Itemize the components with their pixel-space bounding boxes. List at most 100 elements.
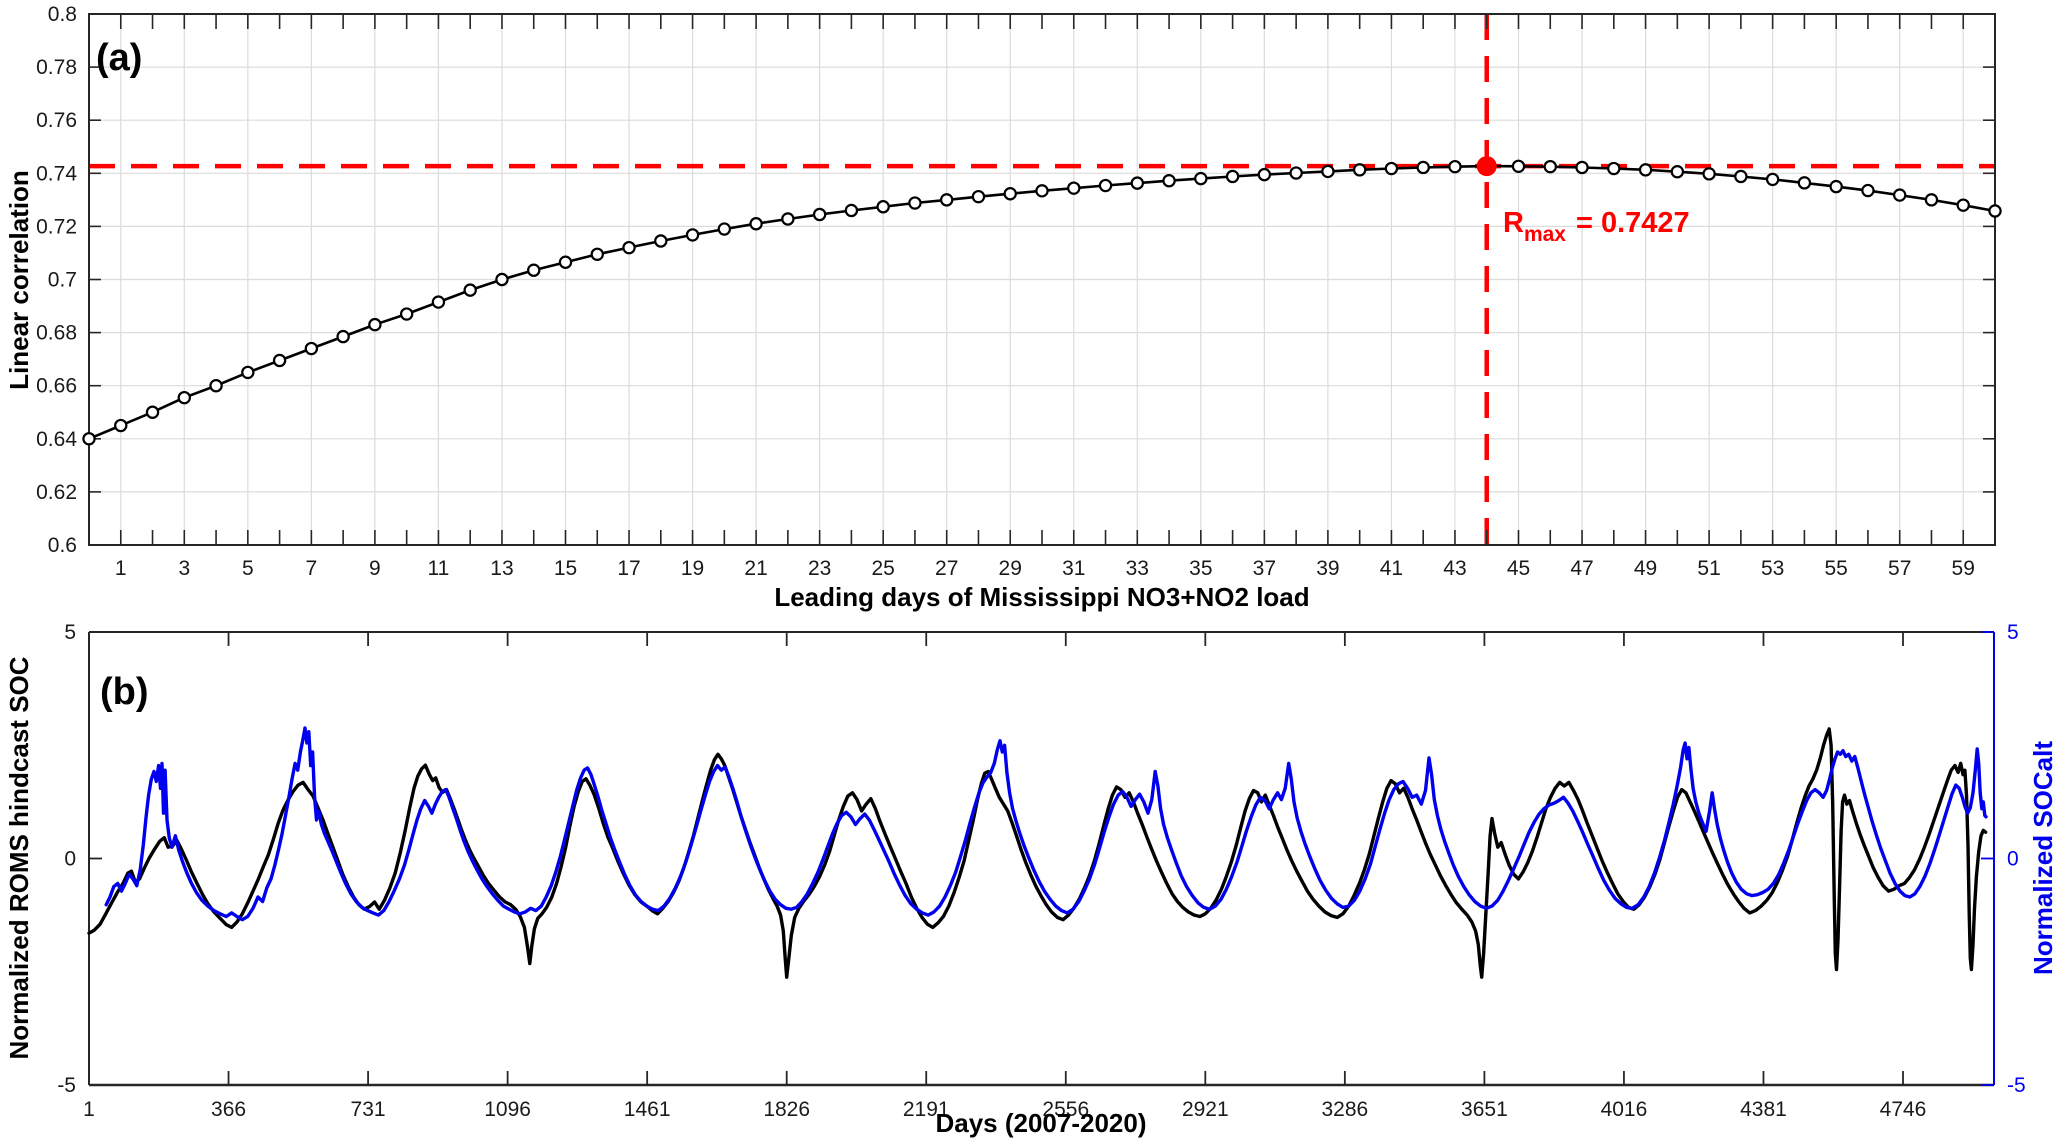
x-tick-label: 27 [935,557,958,580]
y-tick-label: 0.66 [36,375,77,398]
data-marker [431,295,446,309]
panel-b-xlabel: Days (2007-2020) [935,1108,1146,1138]
data-marker [209,379,223,393]
data-marker [812,207,827,222]
data-marker [1352,163,1367,177]
data-marker [717,222,732,236]
x-tick-label: 1461 [624,1098,671,1121]
data-marker [558,255,573,269]
x-tick-label: 19 [681,557,704,580]
panel-a-gridlines [89,14,1995,545]
panel-a-rmax-crosshair [89,14,1995,545]
data-marker [1670,165,1685,179]
y-tick-label: 0.68 [36,322,77,345]
rmax-annotation: Rmax = 0.7427 [1503,207,1690,246]
data-marker [1194,171,1208,186]
panel-a-letter: (a) [96,37,142,79]
data-marker [463,283,477,297]
data-marker [622,240,636,255]
x-tick-label: 43 [1443,557,1466,580]
x-tick-label: 731 [351,1098,386,1121]
x-tick-label: 3651 [1461,1098,1508,1121]
x-tick-label: 9 [369,557,381,580]
data-marker [1702,167,1716,181]
right-y-tick-label: -5 [2007,1074,2026,1097]
panel-a-ylabel: Linear correlation [4,170,34,390]
x-tick-label: 1 [115,557,127,580]
x-tick-label: 1 [83,1098,95,1121]
x-tick-label: 7 [306,557,318,580]
data-marker [1003,187,1017,201]
x-tick-label: 39 [1316,557,1339,580]
panel-a-axes [88,13,1996,546]
data-marker [1384,161,1399,176]
data-marker [1289,166,1303,180]
x-tick-label: 47 [1570,557,1593,580]
panel-b-right-ylabel: Normalized SOCalt [2028,741,2058,975]
data-marker [304,341,319,356]
y-tick-label: 0.8 [48,3,77,26]
data-marker [495,272,509,287]
x-tick-label: 4016 [1601,1098,1648,1121]
data-marker [1575,160,1589,175]
data-marker [1162,174,1176,188]
y-tick-label: 0.76 [36,109,77,132]
x-tick-label: 25 [871,557,894,580]
x-tick-label: 49 [1634,557,1657,580]
x-tick-label: 33 [1126,557,1149,580]
data-marker [1765,172,1780,187]
panel-b-chart: 1 366 731 1096 1461 1826 2191 2556 2921 3286 3651 4… [4,621,2058,1138]
data-marker [399,307,414,321]
data-marker [1098,178,1113,193]
data-marker [272,353,287,368]
x-tick-label: 37 [1253,557,1276,580]
data-marker [1638,163,1653,177]
data-marker [1511,159,1526,173]
x-tick-label: 3 [178,557,190,580]
x-tick-label: 53 [1761,557,1784,580]
data-marker [527,263,541,277]
x-tick-label: 1826 [763,1098,810,1121]
panel-b-series [87,726,1988,979]
y-tick-label: 0.78 [36,56,77,79]
left-y-tick-label: 0 [64,848,76,871]
data-marker [971,189,986,204]
x-tick-label: 31 [1062,557,1085,580]
y-tick-label: 0.64 [36,428,77,451]
data-marker [1734,169,1748,184]
data-marker [114,418,128,433]
panel-a-tick-labels: 1 3 5 7 9 11 13 15 17 19 21 23 25 27 29 31 33 35 37 39 41 43 4… [36,3,1975,580]
data-marker [876,200,890,214]
x-tick-label: 15 [554,557,577,580]
data-marker [1448,159,1462,174]
panel-a-xlabel: Leading days of Mississippi NO3+NO2 load [774,582,1309,612]
data-marker [1797,176,1812,190]
x-tick-label: 4746 [1880,1098,1927,1121]
x-tick-label: 11 [428,557,450,580]
data-marker [844,203,859,218]
panel-a-correlation-curve [82,156,2002,446]
x-tick-label: 13 [490,557,513,580]
data-marker [177,390,191,405]
roms-soc-line [87,727,1988,979]
x-tick-label: 2921 [1182,1098,1229,1121]
x-tick-label: 366 [211,1098,246,1121]
data-marker [940,193,954,207]
data-marker [1988,204,2002,218]
data-marker [1543,159,1557,174]
y-tick-label: 0.62 [36,481,77,504]
data-marker [1829,179,1843,194]
x-tick-label: 29 [999,557,1022,580]
data-marker [82,432,96,446]
data-marker [781,212,795,226]
data-marker [654,234,668,248]
y-tick-label: 0.6 [48,534,77,557]
data-marker [1924,193,1939,207]
data-marker [1416,160,1430,175]
x-tick-label: 35 [1189,557,1212,580]
x-tick-label: 45 [1507,557,1530,580]
right-y-tick-label: 5 [2007,621,2019,644]
x-tick-label: 5 [242,557,254,580]
data-marker [1607,161,1621,176]
